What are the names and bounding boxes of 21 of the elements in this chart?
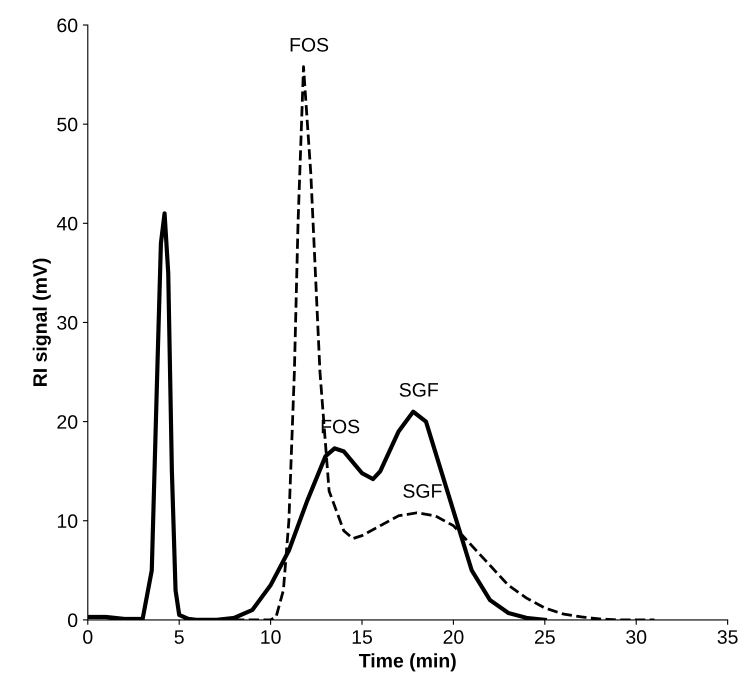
y-tick-label: 50 bbox=[57, 118, 78, 132]
x-tick-label: 10 bbox=[261, 630, 281, 644]
y-tick-label: 30 bbox=[57, 316, 78, 330]
x-tick-label: 25 bbox=[534, 630, 555, 644]
y-tick-label: 40 bbox=[56, 216, 78, 231]
y-tick-label: 20 bbox=[57, 415, 78, 429]
annotation: FOS bbox=[290, 38, 328, 52]
y-tick-label: 10 bbox=[58, 514, 78, 528]
x-tick-label: 35 bbox=[718, 630, 738, 644]
y-tick-label: 0 bbox=[68, 613, 78, 628]
x-tick-label: 15 bbox=[352, 630, 372, 644]
annotation: SGF bbox=[400, 382, 438, 397]
x-tick-label: 20 bbox=[444, 630, 464, 644]
x-axis-title: Time (min) bbox=[358, 653, 456, 672]
x-tick-label: 0 bbox=[83, 630, 92, 644]
y-axis-title: RI signal (mV) bbox=[32, 258, 51, 386]
annotation: FOS bbox=[322, 420, 360, 434]
y-tick-label: 60 bbox=[57, 18, 78, 32]
x-tick-label: 5 bbox=[174, 630, 184, 644]
x-tick-label: 30 bbox=[626, 630, 646, 644]
annotation: SGF bbox=[403, 484, 442, 498]
